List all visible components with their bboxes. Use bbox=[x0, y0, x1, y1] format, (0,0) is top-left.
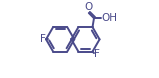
Text: F: F bbox=[40, 34, 46, 44]
Text: OH: OH bbox=[101, 13, 117, 23]
Text: O: O bbox=[84, 1, 93, 12]
Text: F: F bbox=[94, 49, 100, 59]
